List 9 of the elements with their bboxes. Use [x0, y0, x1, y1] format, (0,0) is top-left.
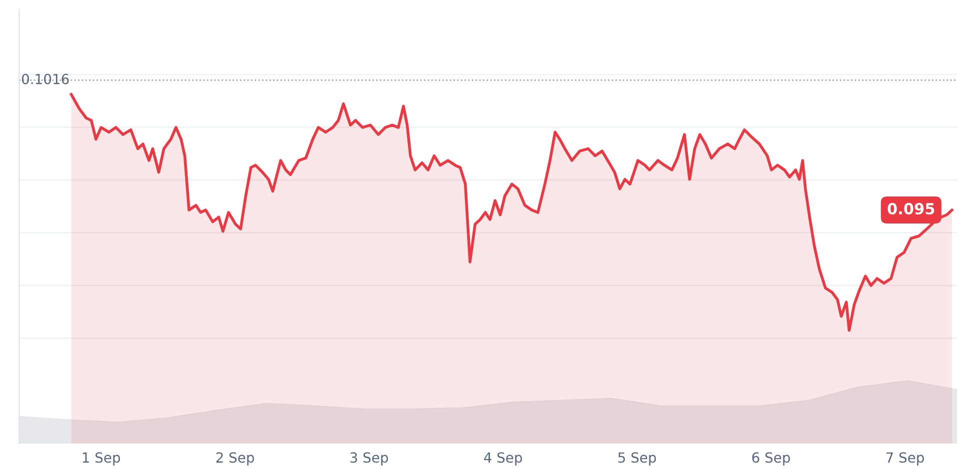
- text: 0.1016: [22, 74, 69, 84]
- x-tick-label: 7 Sep: [886, 452, 924, 466]
- x-tick-label: 1 Sep: [82, 452, 120, 466]
- x-tick-label: 5 Sep: [618, 452, 656, 466]
- x-tick-label: 3 Sep: [350, 452, 388, 466]
- x-tick-label: 4 Sep: [484, 452, 522, 466]
- annotation: 0.095: [888, 202, 934, 214]
- x-tick-label: 2 Sep: [216, 452, 254, 466]
- x-tick-label: 6 Sep: [752, 452, 790, 466]
